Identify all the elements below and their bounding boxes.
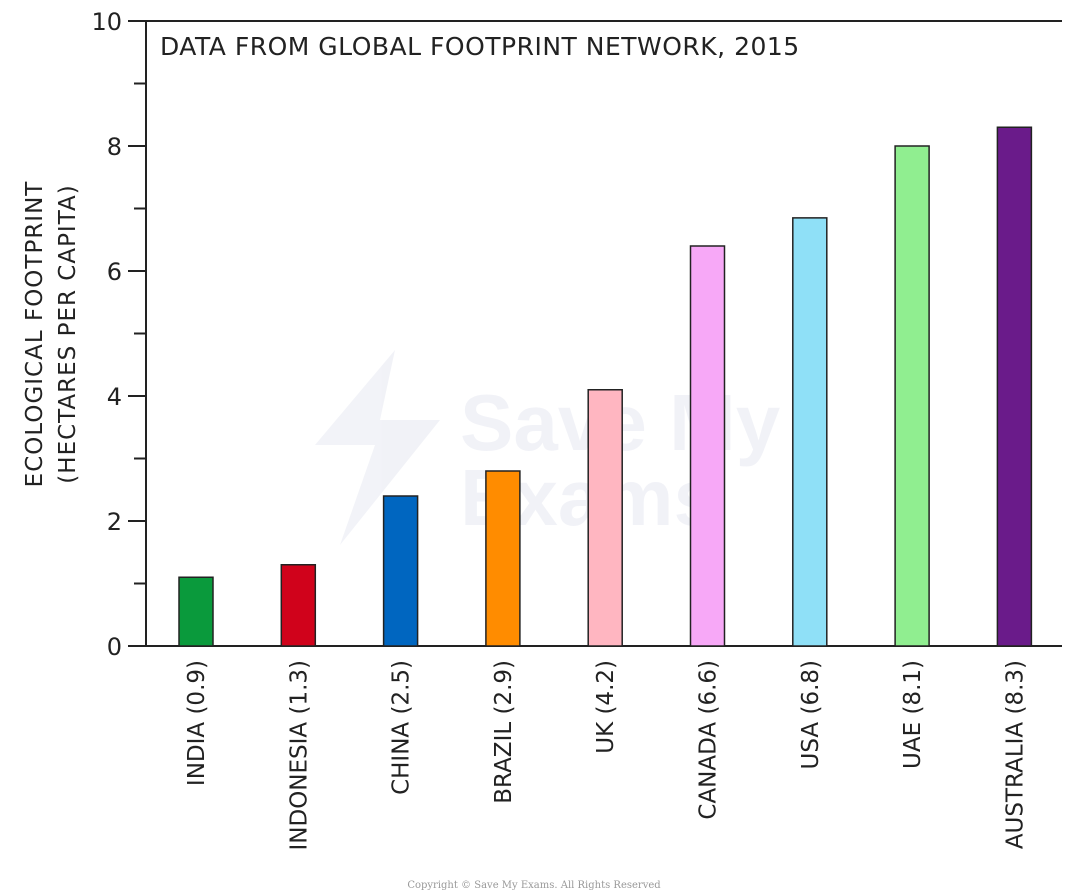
category-label: INDIA (0.9): [184, 660, 210, 786]
category-label: USA (6.8): [798, 660, 824, 769]
y-tick-label: 8: [107, 133, 122, 161]
y-tick-label: 2: [107, 508, 122, 536]
y-tick-label: 10: [91, 8, 122, 36]
category-label: BRAZIL (2.9): [491, 660, 517, 804]
bar: [587, 389, 623, 647]
y-tick-label: 4: [107, 383, 122, 411]
category-label: INDONESIA (1.3): [286, 660, 312, 851]
category-label: UAE (8.1): [900, 660, 926, 769]
watermark-bolt-icon: [315, 350, 440, 545]
y-tick-label: 6: [107, 258, 122, 286]
category-label: UK (4.2): [593, 660, 619, 754]
bar: [792, 217, 828, 647]
copyright-notice: Copyright © Save My Exams. All Rights Re…: [407, 880, 661, 891]
bar: [689, 245, 726, 647]
y-axis-label-line2: (HECTARES PER CAPITA): [55, 184, 81, 483]
bar: [382, 495, 419, 647]
category-label: CHINA (2.5): [389, 660, 415, 795]
bar: [178, 576, 214, 647]
chart-title: DATA FROM GLOBAL FOOTPRINT NETWORK, 2015: [160, 32, 800, 61]
category-label: CANADA (6.6): [696, 660, 722, 820]
bar: [280, 564, 317, 647]
y-tick-label: 0: [107, 633, 122, 661]
y-axis-label-line1: ECOLOGICAL FOOTPRINT: [22, 181, 48, 488]
y-ticks: 0 2 4 6 8 10: [91, 8, 146, 661]
category-label: AUSTRALIA (8.3): [1002, 660, 1028, 849]
bar: [996, 126, 1033, 647]
bars: [178, 126, 1033, 647]
category-labels: INDIA (0.9) INDONESIA (1.3) CHINA (2.5) BRA…: [184, 660, 1028, 851]
bar: [894, 145, 930, 647]
bar: [485, 470, 521, 647]
